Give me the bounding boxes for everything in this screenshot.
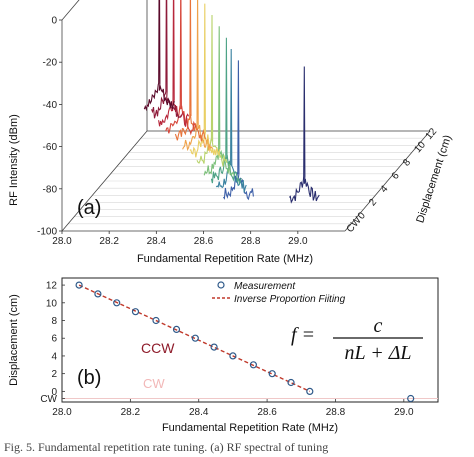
- panel-a-label: (a): [77, 197, 101, 219]
- rf-spectrum-trace: [288, 66, 320, 204]
- rf-spectrum-trace: [182, 0, 214, 152]
- y-tick-label: -100: [37, 227, 57, 238]
- y-tick-label: -40: [43, 100, 58, 111]
- panel-b-ylabel: Displacement (cm): [8, 294, 20, 386]
- x-tick-label: 28.6: [257, 407, 277, 418]
- x-tick-label: 28.0: [52, 407, 72, 418]
- depth-tick-label: 12: [424, 126, 440, 142]
- measurement-point: [113, 299, 121, 307]
- measurement-point: [287, 378, 295, 387]
- panel-a-spectra: [143, 0, 320, 204]
- measurement-point: [210, 343, 218, 351]
- measurement-point: [152, 316, 160, 325]
- y-tick-label: 12: [46, 281, 58, 292]
- formula-lhs: f =: [291, 324, 315, 346]
- y-tick-label: -60: [43, 142, 58, 153]
- y-tick-label: 10: [46, 298, 58, 309]
- y-tick-label: -80: [43, 184, 58, 195]
- measurement-point: [131, 308, 140, 316]
- y-tick-label: 4: [51, 351, 57, 362]
- figure-caption: Fig. 5. Fundamental repetition rate tuni…: [4, 440, 329, 454]
- panel-a-xlabel: Fundamental Repetition Rate (MHz): [137, 253, 313, 265]
- panel-a-ylabel: RF Intensity (dBm): [8, 114, 20, 206]
- depth-tick-label: 10: [412, 139, 428, 155]
- measurement-point: [229, 352, 237, 360]
- panel-b-label: (b): [77, 367, 101, 389]
- x-tick-label: 28.0: [52, 236, 72, 247]
- rf-spectrum-trace: [215, 48, 247, 193]
- x-tick-label: 28.8: [241, 236, 261, 247]
- panel-b-x-ticks: 28.0 28.2 28.4 28.6 28.8 29.0: [52, 399, 414, 418]
- legend-label-measurement: Measurement: [234, 281, 296, 292]
- panel-a-x-ticks: 28.0 28.2 28.4 28.6 28.8 29.0: [52, 231, 308, 247]
- axes-box-edge: [61, 130, 148, 232]
- axes-box-edge: [61, 0, 80, 21]
- x-tick-label: 28.2: [99, 236, 119, 247]
- y-tick-label: -20: [43, 58, 58, 69]
- annotation-ccw: CCW: [141, 340, 175, 356]
- rf-spectrum-trace: [158, 0, 190, 127]
- rf-spectrum-trace: [196, 14, 228, 167]
- measurement-point: [306, 387, 314, 395]
- rf-spectrum-trace: [210, 37, 242, 186]
- depth-tick-label: 6: [390, 170, 402, 182]
- x-tick-label: 28.6: [194, 236, 214, 247]
- panel-b-fit-line: [78, 284, 311, 393]
- rf-spectrum-trace: [174, 0, 206, 142]
- formula-numerator: c: [374, 315, 383, 337]
- panel-b-xlabel: Fundamental Repetition Rate (MHz): [162, 422, 338, 434]
- y-tick-label: 2: [51, 369, 57, 380]
- panel-a-axes-box: [61, 0, 431, 232]
- y-tick-label: CW: [40, 394, 57, 405]
- panel-a-y-ticks: 0 -20 -40 -60 -80 -100: [37, 16, 62, 238]
- measurement-point: [249, 361, 257, 369]
- formula-denominator: nL + ΔL: [344, 342, 411, 364]
- x-tick-label: 28.4: [189, 407, 209, 418]
- legend-marker-measurement: [217, 281, 225, 289]
- x-tick-label: 28.2: [121, 407, 141, 418]
- depth-tick-label: 2: [367, 197, 379, 209]
- axes-box-edge: [344, 130, 431, 232]
- annotation-cw: CW: [143, 376, 165, 391]
- measurement-point: [191, 334, 199, 342]
- rf-spectrum-trace: [222, 60, 254, 201]
- x-tick-label: 28.8: [326, 407, 346, 418]
- rf-spectrum-trace: [189, 3, 221, 158]
- measurement-point: [268, 370, 276, 378]
- measurement-point: [94, 290, 102, 298]
- x-tick-label: 29.0: [288, 236, 308, 247]
- y-tick-label: 8: [51, 316, 57, 327]
- panel-a-3d-rf-spectra: 28.0 28.2 28.4 28.6 28.8 29.0 0 -20 -40 -60 -80 -1…: [8, 0, 454, 265]
- measurement-point: [172, 325, 181, 333]
- y-tick-label: 6: [51, 334, 57, 345]
- panel-b-measurement-points: [75, 281, 415, 403]
- depth-tick-label: 4: [378, 183, 390, 195]
- depth-tick-label: 0: [356, 210, 368, 222]
- rf-spectrum-trace: [203, 26, 235, 176]
- y-tick-label: 0: [51, 387, 57, 398]
- depth-tick-label: 8: [401, 157, 413, 169]
- panel-b-legend: Measurement Inverse Proportion Fiiting: [212, 281, 346, 305]
- measurement-point: [407, 394, 415, 403]
- formula: f = c nL + ΔL: [291, 315, 423, 364]
- panel-b-plot-frame: [61, 277, 439, 403]
- x-tick-label: 28.4: [147, 236, 167, 247]
- rf-spectrum-trace: [143, 0, 175, 112]
- rf-spectrum-trace: [150, 0, 183, 119]
- x-tick-label: 29.0: [394, 407, 414, 418]
- y-tick-label: 0: [51, 16, 57, 27]
- panel-b-y-ticks: CW0 2 4 6 8 10 12: [40, 281, 65, 405]
- rf-spectrum-trace: [165, 0, 197, 136]
- legend-label-fit: Inverse Proportion Fiiting: [234, 294, 346, 305]
- measurement-point: [75, 281, 83, 289]
